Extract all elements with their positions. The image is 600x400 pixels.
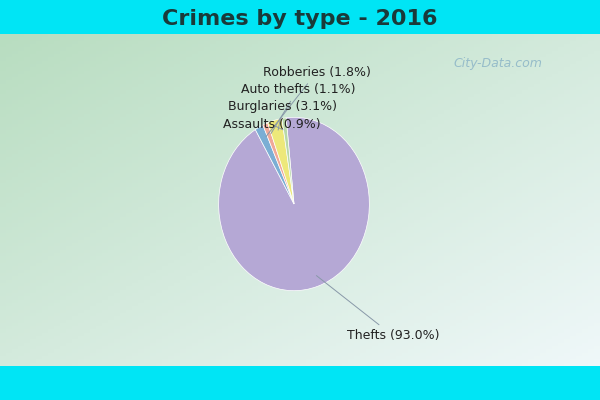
Text: Burglaries (3.1%): Burglaries (3.1%) — [228, 100, 337, 130]
Wedge shape — [263, 123, 294, 204]
Text: Thefts (93.0%): Thefts (93.0%) — [316, 276, 439, 342]
Text: Assaults (0.9%): Assaults (0.9%) — [223, 118, 320, 131]
Wedge shape — [256, 125, 294, 204]
Text: City-Data.com: City-Data.com — [454, 57, 542, 70]
Wedge shape — [282, 118, 294, 204]
Text: Crimes by type - 2016: Crimes by type - 2016 — [162, 9, 438, 29]
Wedge shape — [268, 118, 294, 204]
Text: Robberies (1.8%): Robberies (1.8%) — [263, 66, 371, 136]
Wedge shape — [218, 117, 370, 291]
Text: Auto thefts (1.1%): Auto thefts (1.1%) — [241, 83, 355, 134]
